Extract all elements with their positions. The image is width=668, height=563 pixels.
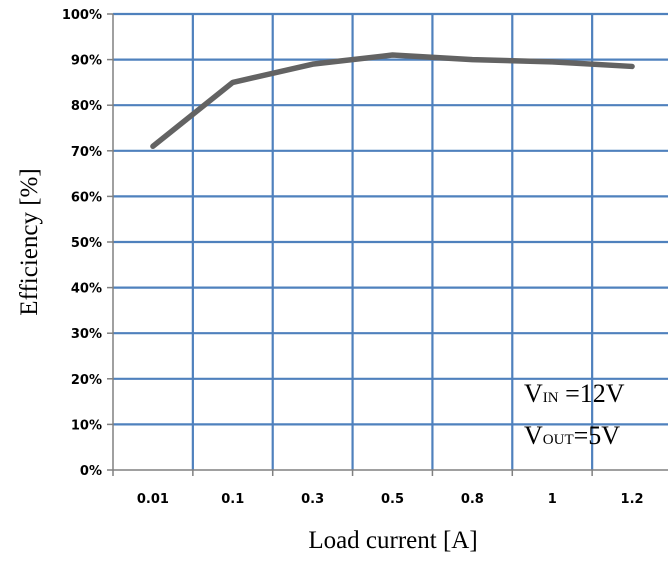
x-tick-label: 0.01	[137, 492, 169, 507]
y-tick-label: 50%	[71, 236, 102, 251]
data-point	[390, 52, 395, 58]
x-tick-label: 1.2	[621, 492, 644, 507]
x-axis-title: Load current [A]	[308, 527, 477, 554]
label-layer: 0% 10% 20% 30% 40% 50% 60% 70% 80% 90% 100% 0.01 0.1…	[62, 8, 644, 507]
vin-main: V	[524, 379, 543, 408]
y-tick-label: 90%	[71, 54, 102, 69]
y-tick-label: 20%	[71, 373, 102, 388]
series-layer	[150, 52, 635, 149]
x-tick-label: 0.3	[301, 492, 324, 507]
data-point	[230, 80, 235, 85]
data-point	[150, 144, 156, 149]
vout-value: =5V	[574, 421, 621, 450]
x-tick-label: 0.5	[381, 492, 404, 507]
vin-value: =12V	[559, 379, 625, 408]
data-point	[629, 64, 635, 69]
x-tick-label: 0.1	[221, 492, 244, 507]
vin-annotation: VIN =12V	[524, 379, 625, 408]
vin-subscript: IN	[543, 390, 559, 406]
y-tick-label: 30%	[71, 327, 102, 342]
y-tick-label: 100%	[62, 8, 102, 23]
axis-layer	[107, 13, 668, 476]
efficiency-series-line	[150, 52, 635, 149]
y-tick-label: 40%	[71, 282, 102, 297]
x-tick-label: 1	[548, 492, 557, 507]
y-tick-label: 0%	[80, 464, 102, 479]
y-tick-label: 10%	[71, 418, 102, 433]
y-tick-label: 80%	[71, 99, 102, 114]
data-point	[310, 61, 315, 67]
y-tick-label: 60%	[71, 190, 102, 205]
vout-annotation: VOUT=5V	[524, 421, 620, 450]
data-point	[470, 57, 475, 62]
vout-main: V	[524, 421, 543, 450]
y-axis-title: Efficiency [%]	[16, 168, 43, 315]
vout-subscript: OUT	[543, 432, 574, 448]
data-point	[550, 59, 555, 65]
y-tick-label: 70%	[71, 145, 102, 160]
x-tick-label: 0.8	[461, 492, 484, 507]
grid-layer	[113, 12, 668, 470]
